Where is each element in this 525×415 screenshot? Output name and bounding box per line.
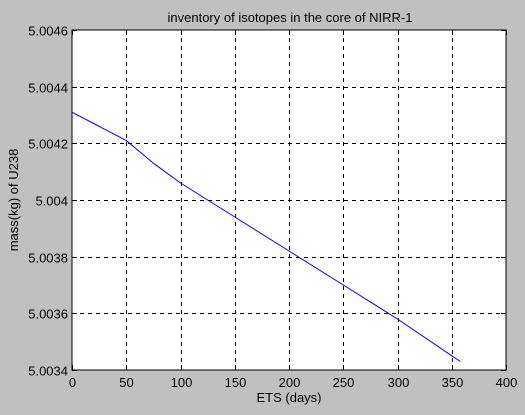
chart-title: inventory of isotopes in the core of NIR… — [168, 10, 413, 25]
x-tick-label: 350 — [442, 375, 464, 390]
x-tick-label: 200 — [279, 375, 301, 390]
x-tick-label: 250 — [333, 375, 355, 390]
y-tick-label: 5.0034 — [28, 364, 68, 379]
y-axis-label: mass(kg) of U238 — [6, 149, 21, 252]
x-axis-label: ETS (days) — [256, 390, 321, 405]
y-tick-label: 5.0046 — [28, 24, 68, 39]
y-tick-label: 5.0042 — [28, 137, 68, 152]
x-tick-label: 50 — [119, 375, 133, 390]
y-tick-label: 5.0036 — [28, 307, 68, 322]
series-line-u238 — [71, 111, 461, 362]
x-tick-label: 400 — [496, 375, 518, 390]
grid-lines — [72, 30, 506, 370]
x-tick-label: 0 — [69, 375, 76, 390]
y-tick-label: 5.0044 — [28, 81, 68, 96]
x-tick-label: 300 — [388, 375, 410, 390]
series-layer — [71, 111, 461, 362]
x-tick-label: 100 — [171, 375, 193, 390]
x-tick-labels: 0 50 100 150 200 250 300 350 400 — [69, 375, 517, 390]
y-tick-label: 5.0038 — [28, 251, 68, 266]
y-tick-labels: 5.0034 5.0036 5.0038 5.004 5.0042 5.0044 5.004… — [28, 24, 68, 379]
tick-marks — [72, 30, 507, 371]
x-tick-label: 150 — [225, 375, 247, 390]
y-tick-label: 5.004 — [35, 194, 68, 209]
